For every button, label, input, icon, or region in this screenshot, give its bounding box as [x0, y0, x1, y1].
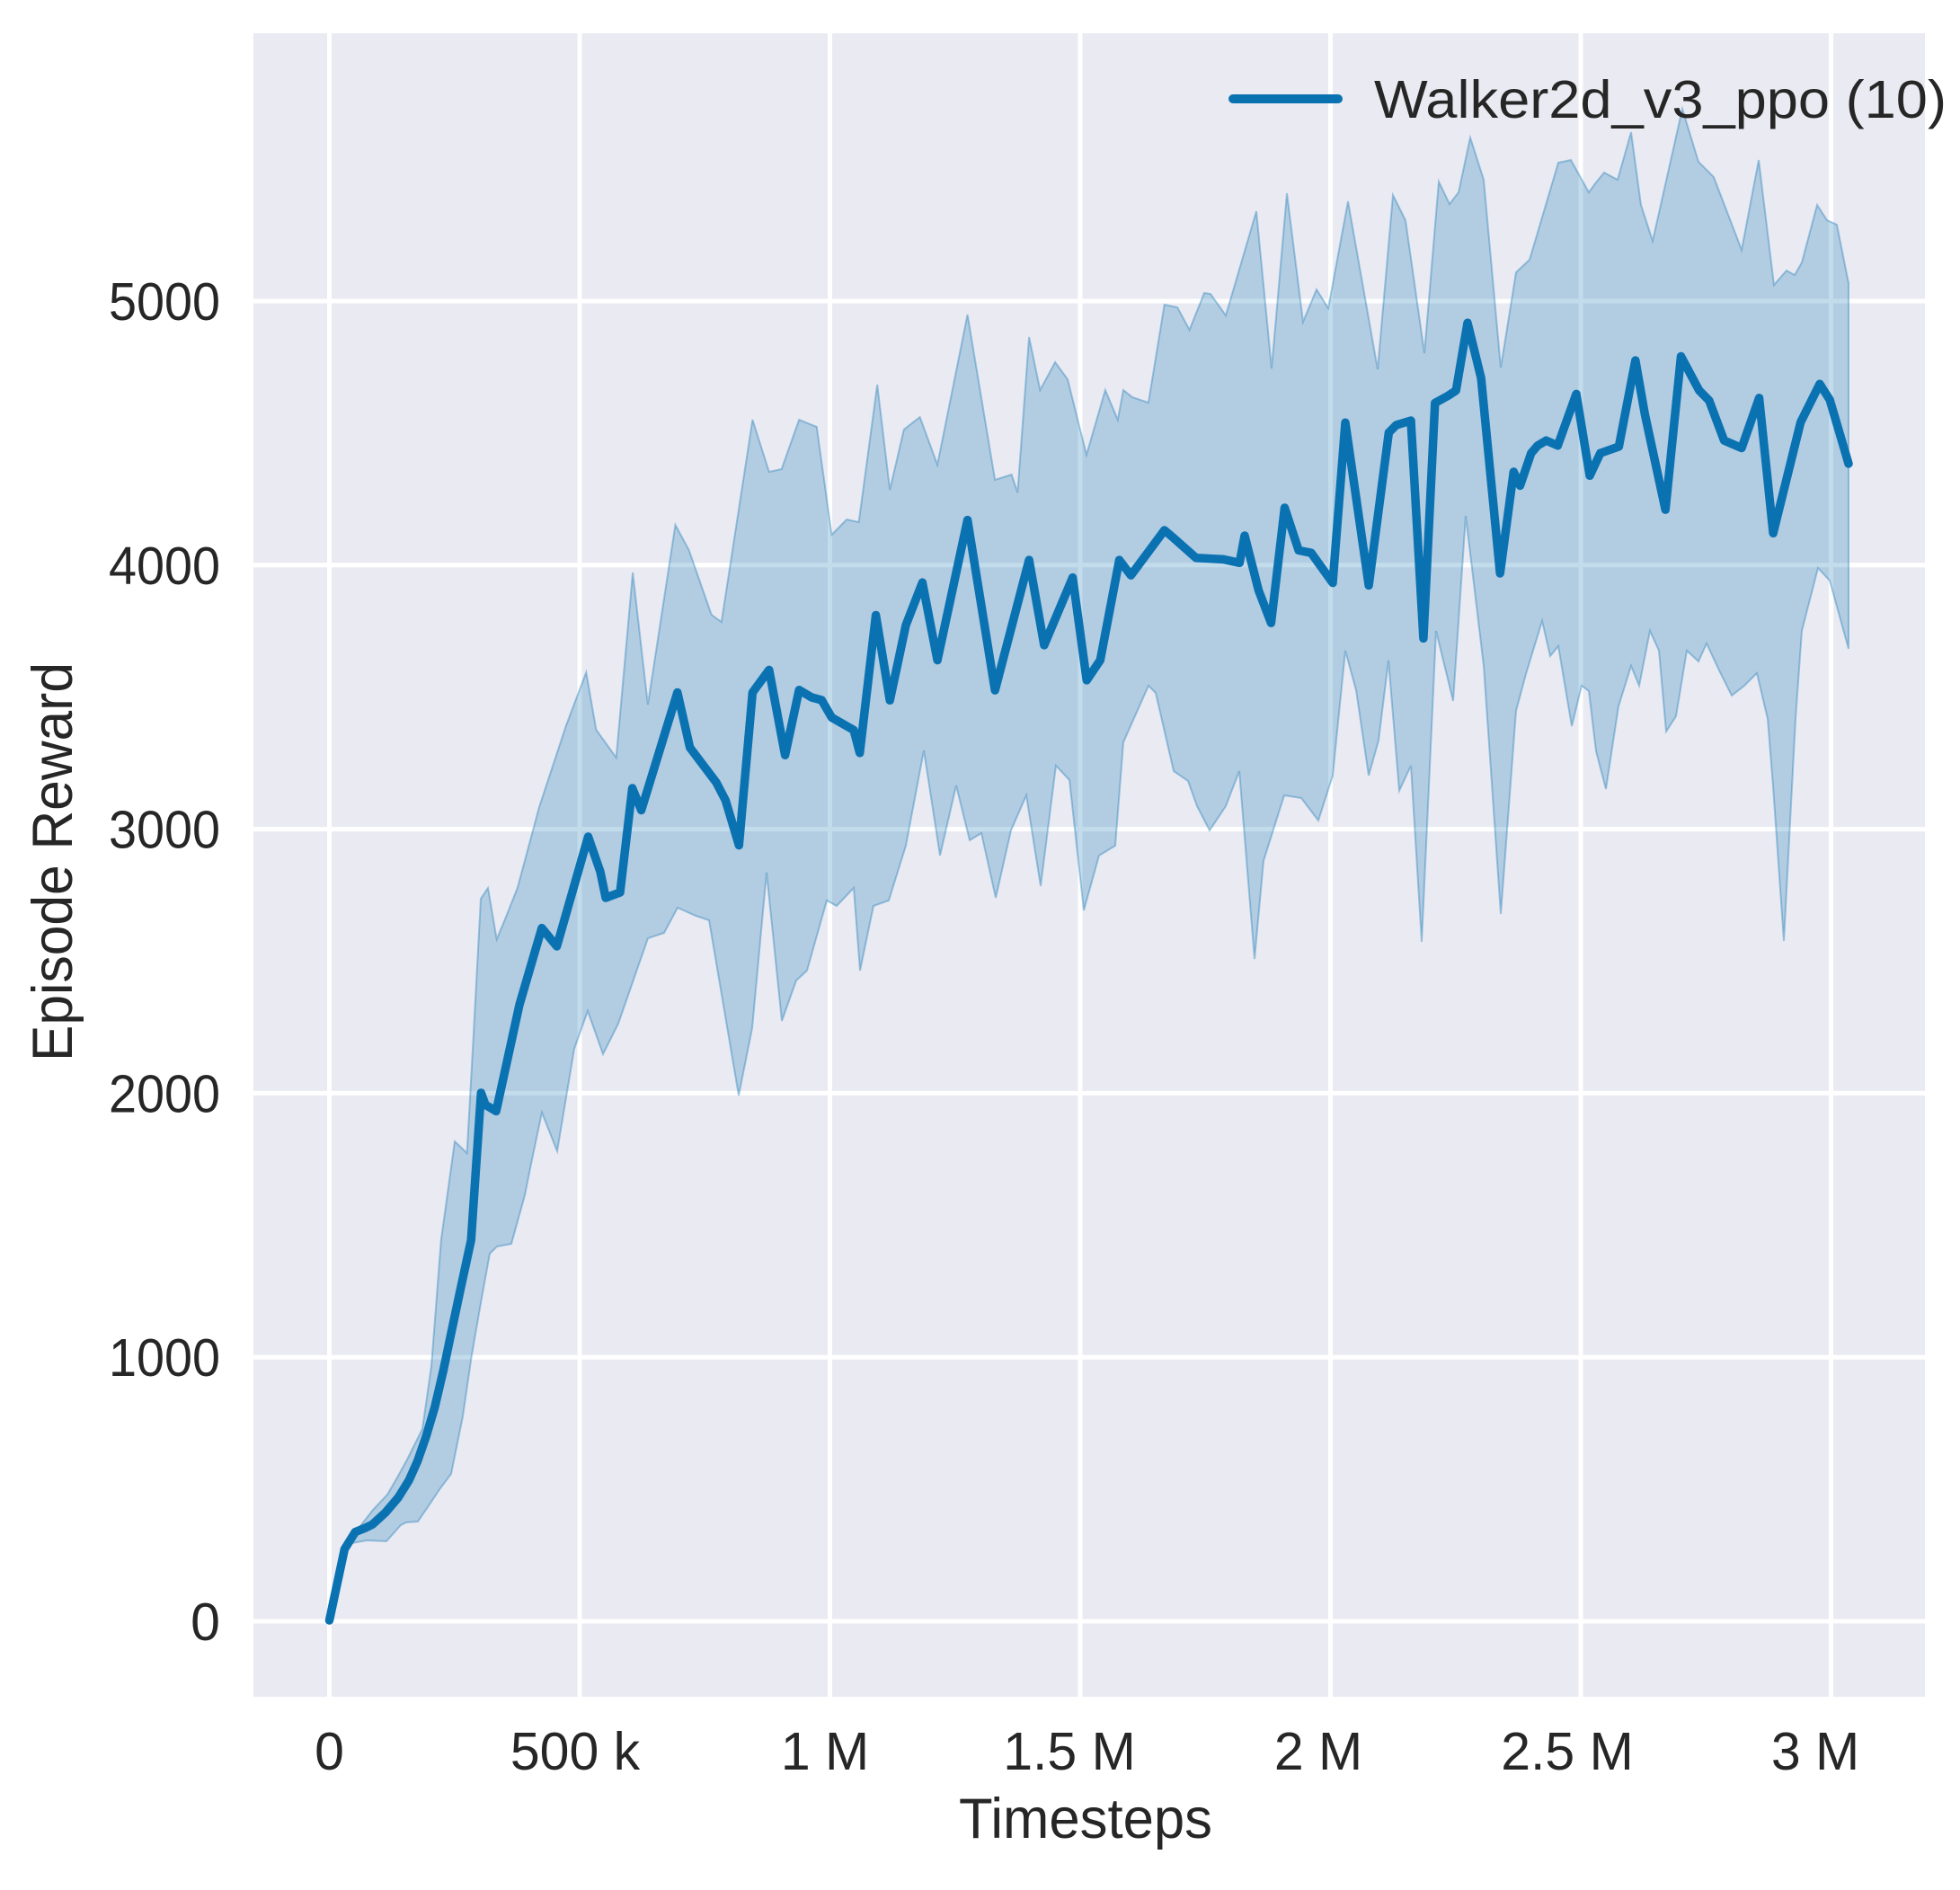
svg-text:500 k: 500 k: [510, 1722, 641, 1781]
svg-text:2 M: 2 M: [1274, 1722, 1362, 1781]
svg-text:1.5 M: 1.5 M: [1003, 1722, 1136, 1781]
svg-text:2.5 M: 2.5 M: [1501, 1722, 1634, 1781]
svg-text:0: 0: [191, 1593, 220, 1652]
svg-text:2000: 2000: [109, 1064, 220, 1123]
svg-text:5000: 5000: [109, 272, 220, 332]
svg-text:Timesteps: Timesteps: [959, 1788, 1212, 1850]
svg-text:Walker2d_v3_ppo (10): Walker2d_v3_ppo (10): [1374, 70, 1947, 129]
svg-text:4000: 4000: [109, 537, 220, 596]
svg-text:3000: 3000: [109, 801, 220, 860]
svg-text:0: 0: [315, 1722, 344, 1781]
svg-text:3 M: 3 M: [1771, 1722, 1859, 1781]
svg-text:1 M: 1 M: [781, 1722, 869, 1781]
svg-text:Episode Reward: Episode Reward: [22, 662, 84, 1061]
svg-text:1000: 1000: [109, 1328, 220, 1388]
